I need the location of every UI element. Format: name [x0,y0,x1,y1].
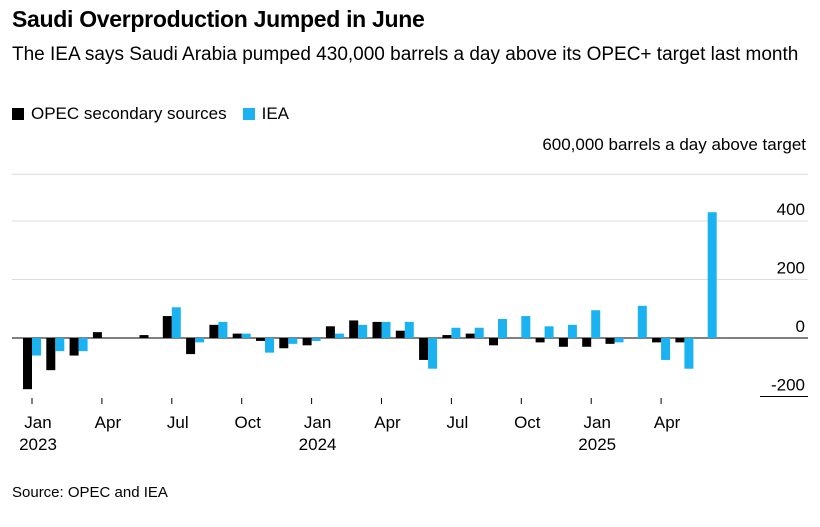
y-tick-label: 400 [777,200,805,219]
bar-iea-19 [474,327,484,338]
bar-iea-25 [614,338,624,343]
bar-iea-14 [358,324,368,338]
bar-opec-17 [419,338,429,360]
bar-iea-22 [544,326,554,338]
bar-iea-6 [171,307,181,338]
legend-item-iea: IEA [242,104,289,124]
x-tick-label-month: Oct [234,413,261,432]
bar-iea-24 [591,310,601,338]
bar-opec-1 [46,338,56,371]
x-tick-label-year: 2025 [578,435,616,454]
bar-opec-28 [675,338,685,343]
bar-iea-21 [521,316,531,338]
bar-iea-10 [265,338,274,353]
bar-opec-14 [349,320,359,338]
bar-opec-13 [325,326,335,338]
bar-opec-0 [23,338,32,390]
bar-opec-9 [232,333,242,338]
x-tick-label-year: 2023 [19,435,57,454]
bar-opec-6 [162,316,172,338]
bar-iea-8 [218,321,228,338]
bar-iea-23 [567,324,577,338]
y-axis-unit-label: 600,000 barrels a day above target [542,135,806,154]
bar-opec-23 [558,338,568,347]
bar-opec-12 [302,338,312,346]
chart-title: Saudi Overproduction Jumped in June [12,6,425,32]
bar-iea-28 [684,338,694,369]
bar-iea-2 [78,338,88,352]
bar-opec-11 [279,338,289,349]
x-tick-label-month: Jan [24,413,51,432]
bar-iea-27 [661,338,671,360]
bar-opec-24 [582,338,592,347]
source-note: Source: OPEC and IEA [12,484,168,501]
legend-item-opec: OPEC secondary sources [12,104,227,124]
x-tick-label-month: Jan [304,413,331,432]
bar-iea-13 [334,333,344,338]
y-tick-label: -200 [771,376,805,395]
chart-subtitle: The IEA says Saudi Arabia pumped 430,000… [12,44,799,65]
legend-swatch-iea [242,108,255,120]
bar-iea-11 [288,338,298,344]
bar-opec-8 [209,324,219,338]
bar-iea-12 [311,338,321,341]
bar-opec-2 [69,338,79,356]
bar-opec-15 [372,321,382,338]
x-tick-label-month: Apr [654,413,681,432]
legend: OPEC secondary sources IEA [12,104,305,124]
x-tick-label-month: Apr [95,413,122,432]
legend-swatch-opec [12,108,24,120]
x-tick-label-month: Jul [447,413,469,432]
x-tick-label-month: Oct [514,413,541,432]
bar-iea-29 [707,212,717,338]
bar-iea-9 [241,333,251,338]
bar-opec-3 [92,332,102,338]
bar-iea-1 [55,338,65,352]
bar-iea-7 [195,338,205,343]
x-tick-label-month: Apr [374,413,401,432]
x-tick-label-year: 2024 [299,435,337,454]
bar-opec-10 [256,338,265,341]
bar-iea-0 [32,338,41,356]
bar-iea-26 [637,305,647,338]
x-tick-label-month: Jul [167,413,189,432]
legend-label-iea: IEA [261,104,289,123]
bar-iea-16 [404,321,414,338]
bar-iea-20 [498,318,507,338]
bar-iea-15 [381,321,391,338]
bar-opec-19 [465,333,475,338]
bar-iea-18 [451,327,461,338]
bar-opec-16 [395,330,405,338]
bar-opec-22 [535,338,545,343]
bar-opec-7 [186,338,196,355]
y-tick-label: 200 [777,259,805,278]
bar-opec-27 [652,338,662,343]
x-tick-label-month: Jan [583,413,610,432]
bar-opec-25 [605,338,615,344]
y-tick-label: 0 [796,317,805,336]
bar-iea-17 [428,338,438,369]
bar-opec-5 [139,335,149,338]
legend-label-opec: OPEC secondary sources [31,104,227,123]
bar-opec-20 [489,338,498,346]
bar-opec-18 [442,335,452,338]
